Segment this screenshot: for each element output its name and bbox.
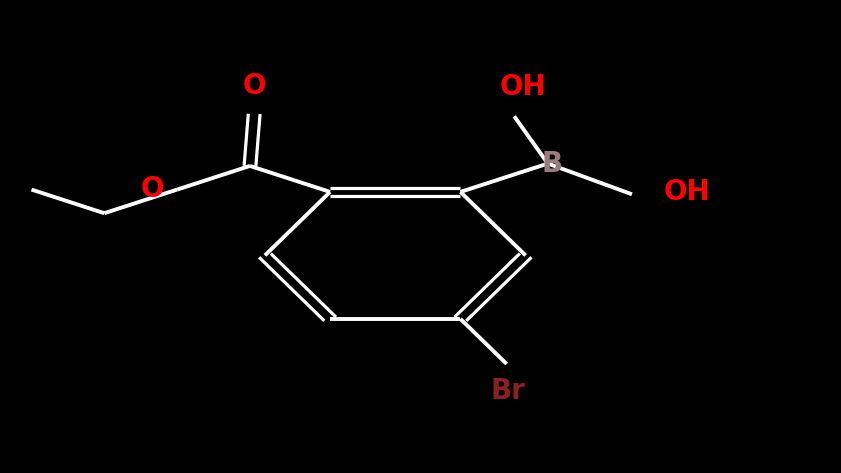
Text: B: B	[542, 149, 563, 177]
Text: OH: OH	[664, 178, 711, 206]
Text: O: O	[242, 72, 266, 100]
Text: Br: Br	[490, 377, 525, 405]
Text: O: O	[140, 175, 164, 202]
Text: OH: OH	[500, 73, 546, 101]
